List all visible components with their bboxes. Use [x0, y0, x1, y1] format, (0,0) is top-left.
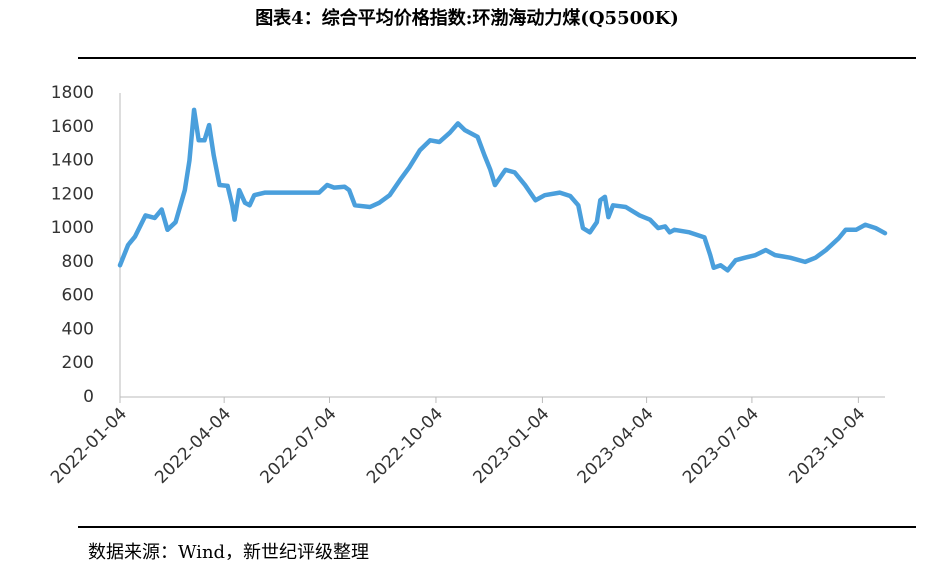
y-tick-label: 1400 [51, 151, 94, 171]
x-tick-label: 2022-10-04 [363, 404, 447, 488]
y-tick-label: 1000 [51, 218, 94, 238]
chart-title: 图表4：综合平均价格指数:环渤海动力煤(Q5500K) [255, 7, 679, 29]
y-tick-label: 400 [62, 319, 94, 339]
y-tick-label: 600 [62, 286, 94, 306]
data-line [117, 107, 888, 273]
x-tick-label: 2023-07-04 [679, 404, 763, 488]
y-tick-label: 800 [62, 252, 94, 272]
source-note: 数据来源：Wind，新世纪评级整理 [88, 542, 369, 563]
x-tick-label: 2022-04-04 [151, 404, 235, 488]
y-tick-label: 0 [83, 387, 94, 407]
y-tick-label: 1200 [51, 184, 94, 204]
x-tick-label: 2023-10-04 [785, 404, 869, 488]
x-tick-label: 2022-01-04 [47, 404, 131, 488]
x-tick-label: 2023-04-04 [574, 404, 658, 488]
y-tick-label: 1800 [51, 83, 94, 103]
y-tick-label: 1600 [51, 117, 94, 137]
y-tick-label: 200 [62, 353, 94, 373]
x-tick-label: 2022-07-04 [257, 404, 341, 488]
x-tick-label: 2023-01-04 [469, 404, 553, 488]
